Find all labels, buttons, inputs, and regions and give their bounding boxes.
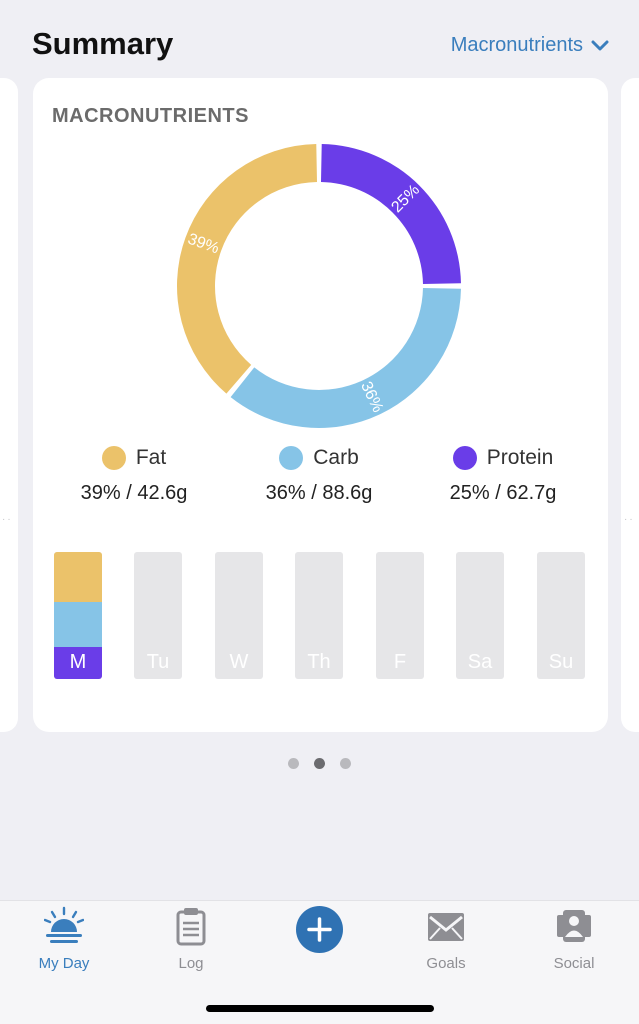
day-bar-tu[interactable]: Tu xyxy=(134,552,182,679)
day-bar-sa[interactable]: Sa xyxy=(456,552,504,679)
donut-slice-fat xyxy=(176,144,318,394)
legend-head: Fat xyxy=(39,444,229,472)
legend-name: Fat xyxy=(135,446,167,469)
legend-item-fat: Fat 39% / 42.6g xyxy=(39,444,229,505)
day-label: Su xyxy=(548,651,574,673)
view-selector-dropdown[interactable]: Macronutrients xyxy=(451,34,609,57)
legend-value: 39% / 42.6g xyxy=(80,482,188,504)
day-label: Sa xyxy=(467,651,493,673)
page-title: Summary xyxy=(32,26,174,61)
legend-dot-icon xyxy=(101,446,126,470)
legend-item-protein: Protein 25% / 62.7g xyxy=(408,444,598,505)
people-icon xyxy=(557,910,591,942)
pager-dot[interactable] xyxy=(314,758,325,769)
day-bar-su[interactable]: Su xyxy=(537,552,585,679)
drag-handle-left-icon: ·· xyxy=(2,514,13,525)
tab-label: Log xyxy=(178,955,204,972)
day-label: F xyxy=(393,651,407,673)
page-indicator[interactable] xyxy=(0,758,639,772)
legend-value: 25% / 62.7g xyxy=(449,482,557,504)
day-bar-m[interactable]: M xyxy=(54,552,102,679)
day-bar-segment-carb xyxy=(54,601,102,648)
day-bar-w[interactable]: W xyxy=(215,552,263,679)
legend-name: Protein xyxy=(486,446,554,469)
add-button[interactable] xyxy=(296,906,343,953)
macronutrients-legend: Fat 39% / 42.6g Carb 36% / 88.6g Protein 25% … xyxy=(33,444,608,514)
plus-icon xyxy=(307,917,332,942)
day-bar-segment-fat xyxy=(54,552,102,603)
legend-name: Carb xyxy=(313,446,359,469)
macronutrients-card: MACRONUTRIENTS 25% 36% 39% Fat 39% / 42.6g C… xyxy=(33,78,608,732)
previous-card-peek[interactable] xyxy=(0,78,18,732)
day-bar-th[interactable]: Th xyxy=(295,552,343,679)
tab-label: Social xyxy=(553,955,595,972)
drag-handle-right-icon: ·· xyxy=(624,514,635,525)
weekday-bars: M Tu W Th F Sa Su xyxy=(33,552,608,680)
legend-item-carb: Carb 36% / 88.6g xyxy=(224,444,414,505)
day-label: Tu xyxy=(146,651,170,673)
macronutrients-donut-chart: 25%36%39% xyxy=(176,144,461,428)
card-title: MACRONUTRIENTS xyxy=(52,105,249,127)
legend-head: Protein xyxy=(408,444,598,472)
legend-value: 36% / 88.6g xyxy=(265,482,373,504)
header: Summary Macronutrients xyxy=(0,0,639,76)
day-label: Th xyxy=(307,651,331,673)
chevron-down-icon xyxy=(591,40,609,50)
tab-label: My Day xyxy=(38,955,90,972)
legend-dot-icon xyxy=(279,446,304,470)
donut-slice-carb xyxy=(230,287,461,428)
mountain-flag-icon xyxy=(428,913,464,941)
day-label: M xyxy=(69,651,87,673)
next-card-peek[interactable] xyxy=(621,78,639,732)
day-bar-segment-protein xyxy=(54,647,102,679)
pager-dot[interactable] xyxy=(340,758,351,769)
legend-dot-icon xyxy=(452,446,477,470)
sunrise-icon xyxy=(44,906,84,943)
legend-head: Carb xyxy=(224,444,414,472)
tab-social[interactable]: Social xyxy=(519,901,629,981)
tab-label: Goals xyxy=(426,955,466,972)
tab-my-day[interactable]: My Day xyxy=(9,901,119,981)
day-label: W xyxy=(229,651,249,673)
pager-dot[interactable] xyxy=(288,758,299,769)
day-bar-f[interactable]: F xyxy=(376,552,424,679)
tab-log[interactable]: Log xyxy=(136,901,246,981)
clipboard-icon xyxy=(176,908,206,946)
home-indicator xyxy=(206,1005,434,1012)
view-selector-label: Macronutrients xyxy=(450,34,583,56)
tab-goals[interactable]: Goals xyxy=(391,901,501,981)
donut-slice-protein xyxy=(320,144,461,285)
